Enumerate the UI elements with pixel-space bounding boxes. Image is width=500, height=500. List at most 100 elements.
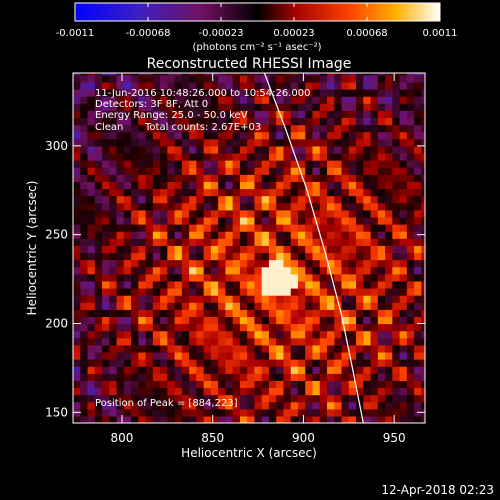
heatmap-cell (80, 224, 89, 232)
heatmap-cell (109, 110, 118, 119)
heatmap-cell (254, 238, 263, 246)
heatmap-cell (283, 202, 292, 211)
heatmap-cell (363, 124, 372, 133)
heatmap-cell (167, 273, 176, 282)
heatmap-cell (297, 323, 306, 332)
heatmap-cell (239, 266, 248, 275)
heatmap-cell (392, 110, 401, 119)
heatmap-cell (334, 330, 343, 339)
heatmap-cell (370, 302, 379, 310)
heatmap-cell (152, 302, 161, 310)
heatmap-cell (268, 152, 277, 161)
heatmap-cell (87, 216, 96, 225)
heatmap-cell (305, 202, 314, 211)
heatmap-cell (203, 302, 212, 310)
heatmap-cell (319, 337, 328, 346)
heatmap-cell (348, 195, 357, 204)
heatmap-cell (210, 266, 219, 275)
heatmap-cell (268, 295, 277, 303)
heatmap-cell (421, 238, 425, 246)
heatmap-cell (290, 280, 299, 289)
heatmap-cell (254, 117, 263, 126)
heatmap-cell (290, 351, 299, 360)
heatmap-cell (254, 259, 263, 268)
heatmap-cell (334, 238, 343, 246)
heatmap-cell (160, 238, 168, 246)
heatmap-cell (94, 117, 103, 126)
heatmap-cell (254, 88, 263, 97)
heatmap-cell (94, 167, 103, 175)
heatmap-cell (261, 138, 270, 147)
heatmap-cell (160, 259, 168, 268)
heatmap-cell (239, 366, 248, 374)
heatmap-cell (174, 231, 183, 239)
heatmap-cell (225, 152, 234, 161)
heatmap-cell (152, 273, 161, 282)
heatmap-cell (123, 366, 132, 374)
heatmap-cell (297, 295, 306, 303)
heatmap-cell (210, 152, 219, 161)
heatmap-cell (189, 351, 197, 360)
heatmap-cell (239, 160, 248, 168)
heatmap-cell (254, 138, 263, 147)
heatmap-cell (116, 273, 125, 282)
heatmap-cell (334, 408, 343, 417)
heatmap-cell (261, 73, 270, 76)
heatmap-cell (297, 273, 306, 282)
heatmap-cell (123, 380, 132, 389)
heatmap-cell (152, 88, 161, 97)
heatmap-cell (421, 209, 425, 218)
heatmap-cell (261, 231, 270, 239)
heatmap-cell (305, 124, 314, 133)
heatmap-cell (152, 209, 161, 218)
heatmap-cell (152, 174, 161, 182)
heatmap-cell (377, 330, 386, 339)
heatmap-cell (334, 174, 343, 182)
heatmap-cell (421, 387, 425, 396)
heatmap-cell (73, 160, 81, 168)
heatmap-cell (239, 188, 248, 197)
heatmap-cell (138, 124, 147, 133)
heatmap-cell (283, 295, 292, 303)
heatmap-cell (123, 96, 132, 104)
heatmap-cell (247, 408, 256, 417)
heatmap-cell (167, 88, 176, 97)
heatmap-cell (363, 394, 372, 403)
heatmap-cell (138, 88, 147, 97)
heatmap-cell (254, 181, 263, 190)
heatmap-cell (174, 238, 183, 246)
heatmap-cell (109, 103, 118, 111)
heatmap-cell (363, 202, 372, 211)
heatmap-cell (406, 131, 415, 140)
heatmap-cell (268, 231, 277, 239)
heatmap-cell (312, 238, 321, 246)
y-tick-label: 250 (45, 228, 68, 242)
heatmap-cell (377, 366, 386, 374)
heatmap-cell (356, 224, 364, 232)
heatmap-cell (73, 145, 81, 154)
heatmap-cell (160, 323, 168, 332)
heatmap-cell (406, 202, 415, 211)
heatmap-cell (102, 74, 110, 83)
heatmap-cell (429, 125, 437, 133)
heatmap-cell (239, 408, 248, 417)
heatmap-cell (80, 81, 89, 90)
heatmap-cell (261, 330, 270, 339)
heatmap-cell (268, 117, 277, 126)
heatmap-cell (73, 103, 81, 111)
heatmap-cell (232, 366, 241, 374)
heatmap-cell (268, 145, 277, 154)
heatmap-cell (305, 160, 314, 168)
heatmap-cell (268, 302, 277, 310)
heatmap-cell (247, 117, 256, 126)
heatmap-cell (327, 103, 335, 111)
heatmap-cell (348, 110, 357, 119)
heatmap-cell (341, 174, 350, 182)
heatmap-cell (261, 295, 270, 303)
heatmap-cell (341, 131, 350, 140)
heatmap-cell (189, 373, 197, 381)
heatmap-cell (247, 415, 256, 423)
heatmap-cell (73, 387, 81, 396)
heatmap-cell (334, 202, 343, 211)
heatmap-cell (370, 138, 379, 147)
